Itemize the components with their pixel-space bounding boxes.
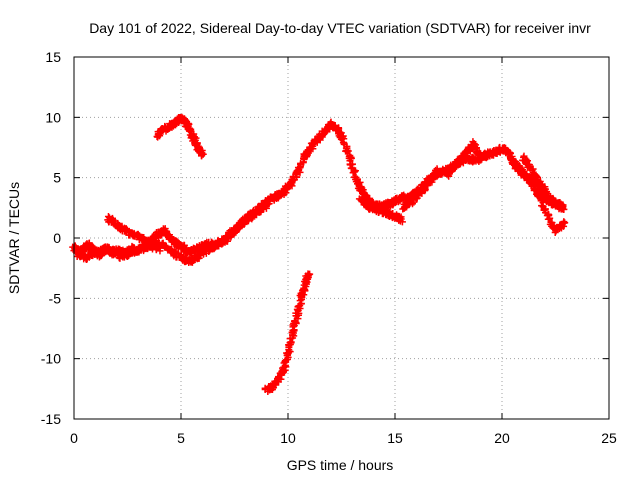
data-point: [262, 201, 270, 209]
data-point: [304, 272, 312, 280]
series-branch-13-5-15-3-h: [355, 193, 406, 226]
y-axis-label: SDTVAR / TECUs: [6, 182, 22, 294]
series-isolated-segment-4-6-h: [153, 113, 207, 160]
data-point: [275, 375, 283, 383]
x-tick-label: 10: [280, 430, 296, 446]
axis-ticks: 0 5 10 15 20 25 -15 -10 -5 0 5 10 15: [41, 49, 617, 446]
data-point: [433, 165, 441, 173]
data-point: [525, 162, 533, 170]
data-series: [69, 113, 569, 396]
data-point: [421, 186, 429, 194]
data-point: [198, 152, 206, 160]
x-tick-label: 25: [601, 430, 617, 446]
data-point: [546, 214, 554, 222]
y-tick-label: -15: [41, 411, 61, 427]
data-point: [259, 205, 267, 213]
data-point: [278, 190, 286, 198]
data-point: [351, 167, 359, 175]
data-point: [396, 217, 404, 225]
series-branch-21-22-9-h: [519, 152, 568, 213]
series-branch-20-5-22-9-h: [507, 156, 569, 236]
data-point: [560, 219, 568, 227]
y-tick-label: 0: [53, 230, 61, 246]
data-point: [297, 300, 305, 308]
data-point: [240, 219, 248, 227]
data-point: [305, 271, 313, 279]
data-point: [309, 142, 317, 150]
y-tick-label: 10: [45, 109, 61, 125]
data-point: [154, 243, 162, 251]
series-branch-17-5-19-h: [443, 138, 485, 180]
x-tick-label: 20: [494, 430, 510, 446]
data-point: [344, 147, 352, 155]
data-point: [525, 176, 533, 184]
data-point: [310, 139, 318, 147]
data-point: [339, 138, 347, 146]
data-point: [286, 348, 294, 356]
data-point: [380, 206, 388, 214]
x-tick-label: 5: [177, 430, 185, 446]
x-tick-label: 15: [387, 430, 403, 446]
data-point: [477, 152, 485, 160]
y-tick-label: -5: [49, 290, 62, 306]
data-point: [559, 203, 567, 211]
data-point: [300, 284, 308, 292]
y-tick-label: -10: [41, 351, 61, 367]
y-tick-label: 5: [53, 170, 61, 186]
chart-title: Day 101 of 2022, Sidereal Day-to-day VTE…: [89, 20, 591, 36]
data-point: [230, 226, 238, 234]
series-branch-1-5-4-h: [104, 213, 164, 255]
series-isolated-segment-9-11-h: [261, 270, 314, 396]
x-axis-label: GPS time / hours: [287, 457, 394, 473]
series-branch-15-5-17-h: [399, 165, 443, 213]
data-point: [156, 247, 164, 255]
x-tick-label: 0: [70, 430, 78, 446]
y-tick-label: 15: [45, 49, 61, 65]
